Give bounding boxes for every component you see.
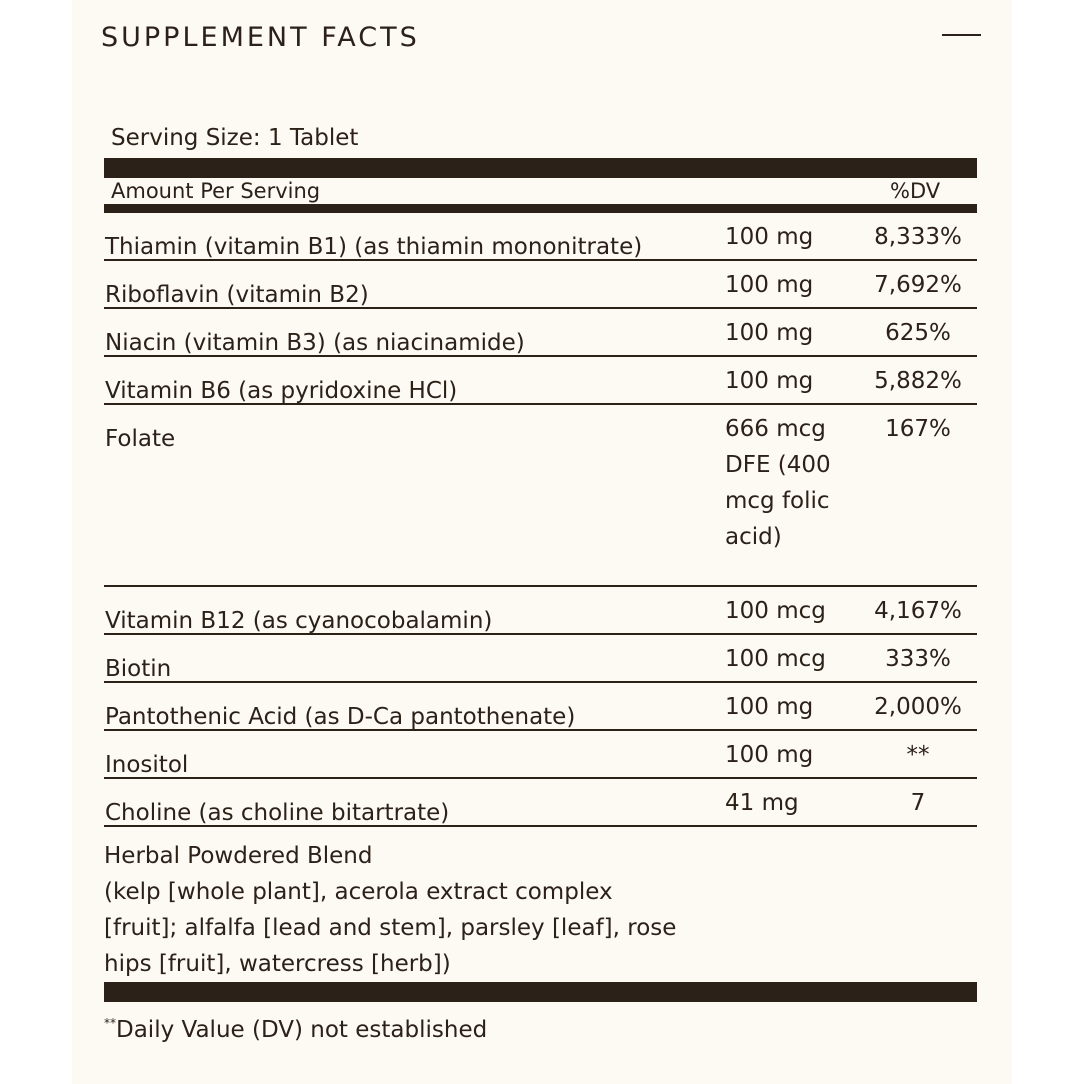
footnote-text: Daily Value (DV) not established — [116, 1017, 488, 1043]
nutrient-amount: 41 mg — [725, 790, 799, 816]
nutrient-amount: 100 mg — [725, 742, 814, 768]
table-row: Choline (as choline bitartrate) 41 mg 7 — [104, 779, 977, 827]
table-row: Inositol 100 mg ** — [104, 731, 977, 779]
nutrient-amount: 100 mg — [725, 368, 814, 394]
minus-icon[interactable] — [942, 24, 982, 48]
section-title: SUPPLEMENT FACTS — [101, 22, 420, 53]
divider-thick-bottom — [104, 982, 977, 1002]
footnote-mark: ** — [104, 1016, 116, 1030]
nutrient-name: Riboflavin (vitamin B2) — [105, 282, 369, 308]
nutrient-amount: 100 mg — [725, 224, 814, 250]
nutrient-name: Vitamin B6 (as pyridoxine HCl) — [105, 378, 458, 404]
supplement-facts-panel — [72, 0, 1012, 1084]
table-row: Niacin (vitamin B3) (as niacinamide) 100… — [104, 309, 977, 357]
nutrient-name: Inositol — [105, 752, 189, 778]
nutrient-amount: 100 mcg — [725, 646, 826, 672]
nutrient-name: Choline (as choline bitartrate) — [105, 800, 450, 826]
nutrient-name: Niacin (vitamin B3) (as niacinamide) — [105, 330, 525, 356]
table-row: Vitamin B12 (as cyanocobalamin) 100 mcg … — [104, 587, 977, 635]
table-row: Thiamin (vitamin B1) (as thiamin mononit… — [104, 213, 977, 261]
table-header: Amount Per Serving %DV — [104, 178, 977, 204]
nutrient-dv: 7 — [910, 790, 926, 816]
nutrient-amount: 100 mcg — [725, 598, 826, 624]
nutrient-dv: 333% — [885, 646, 951, 672]
nutrient-dv: 2,000% — [874, 694, 962, 720]
nutrient-dv: 8,333% — [874, 224, 962, 250]
nutrient-amount: 100 mg — [725, 320, 814, 346]
footnote: **Daily Value (DV) not established — [104, 1016, 487, 1043]
nutrient-name: Vitamin B12 (as cyanocobalamin) — [105, 608, 493, 634]
blend-description: (kelp [whole plant], acerola extract com… — [104, 879, 677, 977]
nutrient-name: Thiamin (vitamin B1) (as thiamin mononit… — [105, 234, 643, 260]
serving-size: Serving Size: 1 Tablet — [111, 125, 359, 151]
nutrient-name: Folate — [105, 426, 176, 452]
nutrient-dv: 167% — [885, 416, 951, 442]
divider-medium — [104, 204, 977, 213]
table-row: Biotin 100 mcg 333% — [104, 635, 977, 683]
nutrient-dv: 5,882% — [874, 368, 962, 394]
amount-per-serving-label: Amount Per Serving — [111, 179, 321, 203]
nutrient-name: Pantothenic Acid (as D-Ca pantothenate) — [105, 704, 576, 730]
nutrient-amount: 666 mcg DFE (400 mcg folic acid) — [725, 416, 831, 550]
nutrient-dv: 625% — [885, 320, 951, 346]
blend-name: Herbal Powdered Blend — [104, 843, 373, 869]
nutrient-dv: 7,692% — [874, 272, 962, 298]
table-row: Pantothenic Acid (as D-Ca pantothenate) … — [104, 683, 977, 731]
nutrient-amount: 100 mg — [725, 694, 814, 720]
table-row: Vitamin B6 (as pyridoxine HCl) 100 mg 5,… — [104, 357, 977, 405]
herbal-blend: Herbal Powdered Blend (kelp [whole plant… — [104, 838, 977, 982]
table-row: Riboflavin (vitamin B2) 100 mg 7,692% — [104, 261, 977, 309]
nutrient-dv: 4,167% — [874, 598, 962, 624]
dv-header: %DV — [890, 179, 941, 203]
nutrient-name: Biotin — [105, 656, 172, 682]
divider-thick-top — [104, 158, 977, 178]
nutrient-amount: 100 mg — [725, 272, 814, 298]
table-row: Folate 666 mcg DFE (400 mcg folic acid) … — [104, 405, 977, 587]
nutrient-dv: ** — [906, 742, 930, 768]
